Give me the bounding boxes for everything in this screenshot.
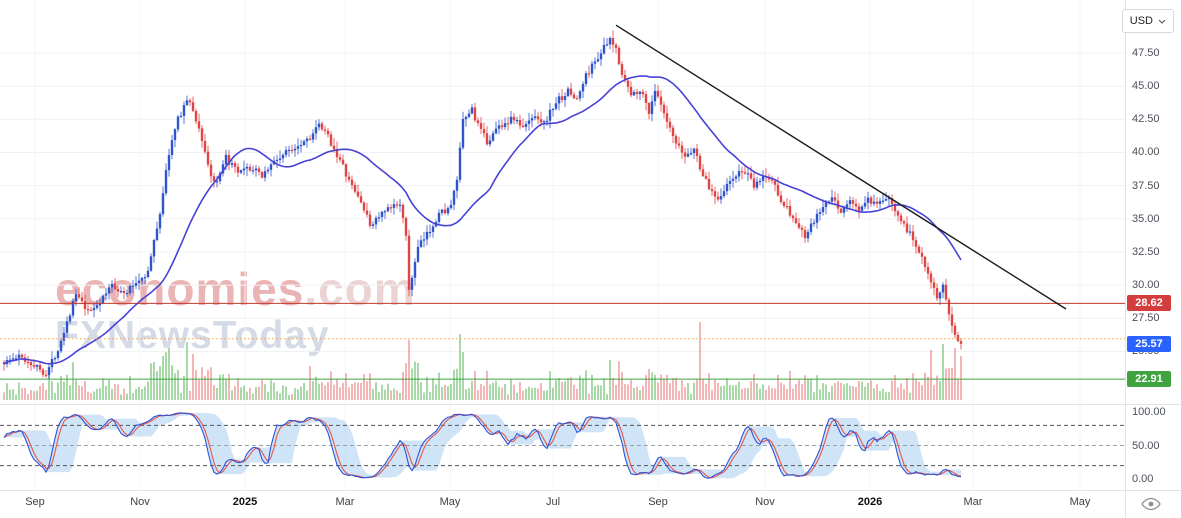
time-tick-label: 2025: [232, 496, 258, 508]
price-tick-label: 42.50: [1132, 113, 1160, 126]
price-tick-label: 47.50: [1132, 47, 1160, 60]
eye-icon-glyph: [1141, 497, 1161, 511]
time-tick-label: Nov: [130, 496, 150, 508]
time-tick-label: May: [1069, 496, 1091, 508]
time-tick-label: 2026: [857, 496, 883, 508]
chart-canvas[interactable]: [0, 0, 1125, 490]
time-tick-label: Mar: [963, 496, 983, 508]
price-tick-label: 45.00: [1132, 80, 1160, 93]
price-tick-label: 35.00: [1132, 212, 1160, 225]
time-tick-label: Mar: [335, 496, 355, 508]
oscillator-tick-label: 50.00: [1132, 439, 1160, 452]
price-tick-label: 37.50: [1132, 179, 1160, 192]
oscillator-tick-label: 0.00: [1132, 473, 1154, 485]
price-tick-label: 27.50: [1132, 312, 1160, 325]
price-tick-label: 40.00: [1132, 146, 1160, 159]
watermark-brand: economies.com: [55, 263, 416, 315]
price-tick-label: 32.50: [1132, 245, 1160, 258]
eye-icon[interactable]: [1141, 497, 1161, 516]
watermark: economies.com FXNewsToday: [55, 266, 416, 355]
time-tick-label: May: [439, 496, 461, 508]
oscillator-tick-label: 100.00: [1132, 406, 1166, 418]
chevron-down-icon: [1158, 19, 1166, 24]
price-tick-label: 30.00: [1132, 279, 1160, 292]
time-axis-divider: [0, 490, 1181, 491]
panel-divider[interactable]: [0, 404, 1181, 405]
watermark-subtitle: FXNewsToday: [55, 314, 330, 357]
currency-label: USD: [1129, 15, 1153, 27]
time-tick-label: Sep: [648, 496, 668, 508]
time-tick-label: Jul: [545, 496, 561, 508]
price-level-badge: 25.57: [1127, 335, 1171, 352]
price-axis[interactable]: 47.50 45.00 42.50 40.00 37.50 35.00 32.50 30.00…: [1125, 0, 1181, 490]
price-level-badge: 22.91: [1127, 371, 1171, 388]
time-tick-label: Sep: [25, 496, 45, 508]
axis-divider-vertical: [1125, 0, 1126, 518]
time-axis[interactable]: Sep Nov 2025 Mar May Jul Sep Nov 2026 Mar May: [0, 490, 1181, 518]
time-tick-label: Nov: [755, 496, 775, 508]
watermark-tld: .com: [304, 263, 416, 315]
price-level-badge: 28.62: [1127, 295, 1171, 312]
currency-selector-button[interactable]: USD: [1121, 9, 1174, 33]
